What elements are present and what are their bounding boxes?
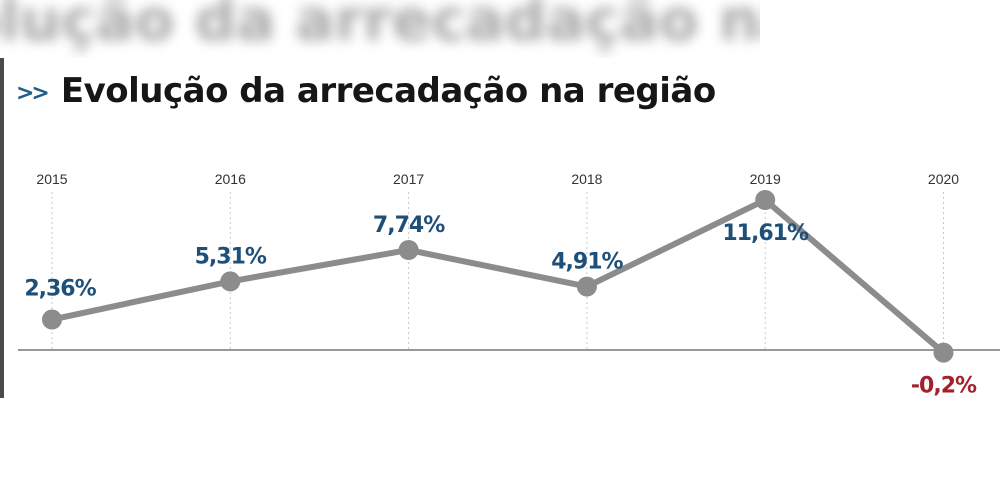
- x-tick-label: 2016: [215, 171, 246, 187]
- title-row: >> Evolução da arrecadação na região: [16, 68, 716, 114]
- blurred-heading: olução da arrecadação na região: [0, 0, 760, 54]
- x-tick-label: 2020: [928, 171, 959, 187]
- data-label: 4,91%: [551, 250, 623, 275]
- x-tick-label: 2017: [393, 171, 424, 187]
- chart-title: Evolução da arrecadação na região: [60, 71, 716, 111]
- blurred-header-band: olução da arrecadação na região: [0, 0, 760, 58]
- x-tick-label: 2018: [571, 171, 602, 187]
- data-label: -0,2%: [911, 374, 977, 399]
- data-label: 7,74%: [373, 213, 445, 238]
- x-tick-label: 2019: [750, 171, 781, 187]
- left-edge-bar: [0, 58, 4, 398]
- x-tick-label: 2015: [36, 171, 67, 187]
- data-point: [398, 240, 419, 260]
- data-label: 5,31%: [195, 244, 267, 269]
- data-point: [42, 309, 62, 330]
- data-label: 11,61%: [722, 221, 809, 246]
- data-point: [755, 190, 776, 210]
- data-point: [933, 342, 954, 363]
- data-point: [576, 276, 597, 297]
- series-line: [49, 197, 947, 356]
- double-chevron-icon: >>: [16, 80, 50, 106]
- data-point: [220, 271, 241, 292]
- data-label: 2,36%: [24, 277, 96, 302]
